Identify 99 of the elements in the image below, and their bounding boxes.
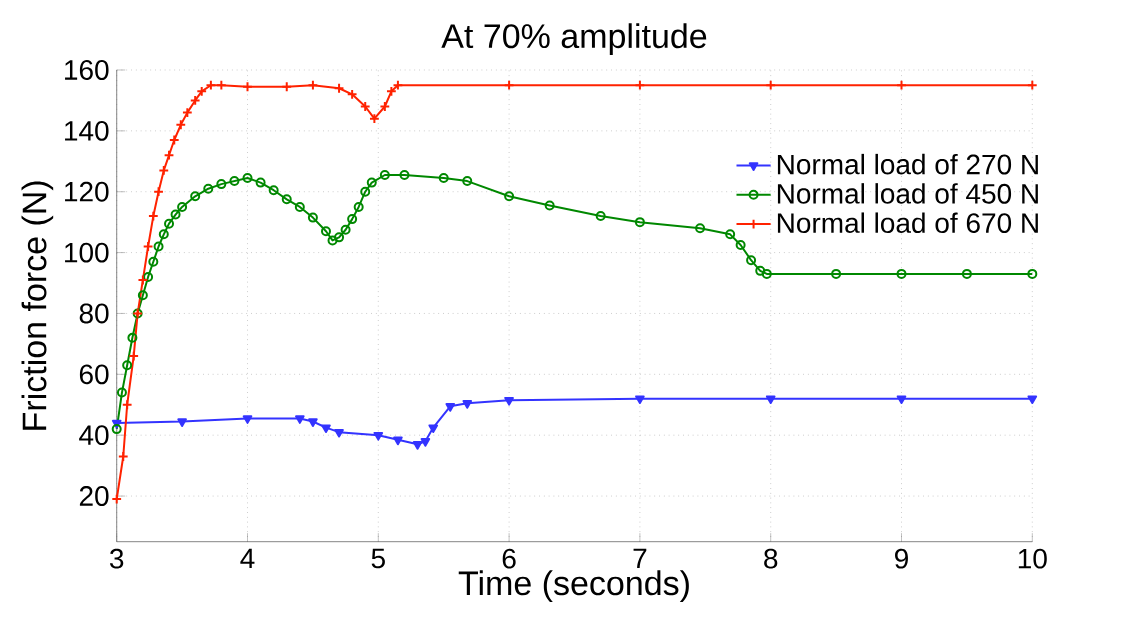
point: [503, 79, 515, 91]
x-tick-label: 6: [502, 548, 516, 569]
point: [445, 403, 456, 412]
point: [170, 209, 181, 220]
point: [695, 223, 706, 234]
point: [281, 81, 293, 93]
point: [635, 395, 645, 405]
x-tick-label: 9: [895, 548, 908, 569]
point: [122, 360, 133, 371]
point: [504, 191, 515, 202]
point: [320, 226, 331, 237]
point: [308, 418, 318, 427]
point: [216, 179, 227, 190]
point: [295, 415, 305, 424]
point: [137, 290, 148, 301]
y-tick-label: 60: [79, 364, 109, 385]
point: [504, 396, 514, 406]
point: [379, 101, 391, 112]
point: [755, 265, 766, 276]
point: [307, 212, 318, 223]
point: [205, 79, 217, 91]
point: [735, 239, 746, 250]
point: [190, 191, 201, 202]
point: [761, 268, 772, 279]
point: [143, 271, 154, 282]
x-tick-label: 5: [371, 548, 385, 569]
x-tick-label: 7: [633, 548, 647, 569]
point: [420, 438, 431, 447]
point: [373, 431, 384, 441]
point: [462, 176, 473, 187]
point: [595, 211, 606, 222]
point: [242, 173, 253, 184]
point: [189, 95, 201, 106]
point: [281, 194, 292, 205]
point: [896, 268, 907, 279]
point: [438, 173, 449, 184]
point: [175, 119, 187, 131]
point: [1027, 395, 1038, 405]
point: [359, 101, 371, 112]
point: [462, 400, 473, 409]
point: [164, 218, 175, 229]
point: [725, 229, 736, 240]
point: [393, 436, 403, 446]
point: [153, 241, 164, 252]
chart-title: At 70% amplitude: [441, 23, 707, 55]
x-tick-label: 8: [764, 548, 778, 569]
point: [268, 185, 279, 196]
point: [229, 176, 240, 187]
point: [203, 183, 214, 194]
y-axis-title: Friction force (N): [21, 181, 54, 430]
point: [366, 177, 377, 188]
point: [327, 235, 338, 246]
point: [158, 165, 170, 176]
point: [334, 428, 344, 438]
point: [544, 200, 555, 211]
point: [379, 169, 390, 180]
point: [321, 424, 331, 433]
point: [334, 232, 345, 243]
point: [896, 79, 907, 91]
point: [765, 395, 776, 405]
x-tick-label: 10: [1018, 548, 1047, 569]
x-tick-label: 4: [240, 548, 255, 569]
point: [360, 186, 371, 197]
point: [347, 214, 358, 225]
point: [353, 201, 364, 212]
point: [242, 415, 253, 424]
point: [294, 201, 305, 212]
point: [117, 451, 129, 462]
y-tick-label: 120: [65, 181, 109, 202]
point: [961, 268, 972, 279]
y-tick-label: 100: [65, 242, 109, 263]
point: [896, 395, 907, 405]
y-tick-label: 20: [79, 486, 109, 506]
point: [181, 107, 193, 118]
y-tick-label: 40: [79, 425, 109, 446]
point: [121, 399, 133, 411]
point: [746, 255, 757, 266]
x-axis-title: Time (seconds): [458, 570, 689, 602]
point: [412, 441, 423, 450]
legend-label: Normal load of 450 N: [777, 183, 1038, 204]
x-tick-label: 3: [109, 548, 124, 569]
point: [242, 81, 253, 93]
y-tick-label: 80: [79, 303, 109, 324]
point: [116, 387, 127, 398]
legend-label: Normal load of 270 N: [777, 153, 1038, 175]
point: [177, 201, 188, 212]
point: [148, 256, 159, 267]
point: [158, 229, 169, 240]
legend-label: Normal load of 670 N: [777, 212, 1038, 234]
point: [399, 169, 410, 180]
point: [177, 418, 187, 427]
y-tick-label: 160: [65, 60, 109, 80]
point: [831, 268, 842, 279]
point: [634, 217, 645, 228]
point: [127, 332, 138, 343]
point: [428, 424, 439, 433]
point: [255, 177, 266, 188]
y-tick-label: 140: [65, 120, 109, 141]
point: [340, 224, 351, 235]
